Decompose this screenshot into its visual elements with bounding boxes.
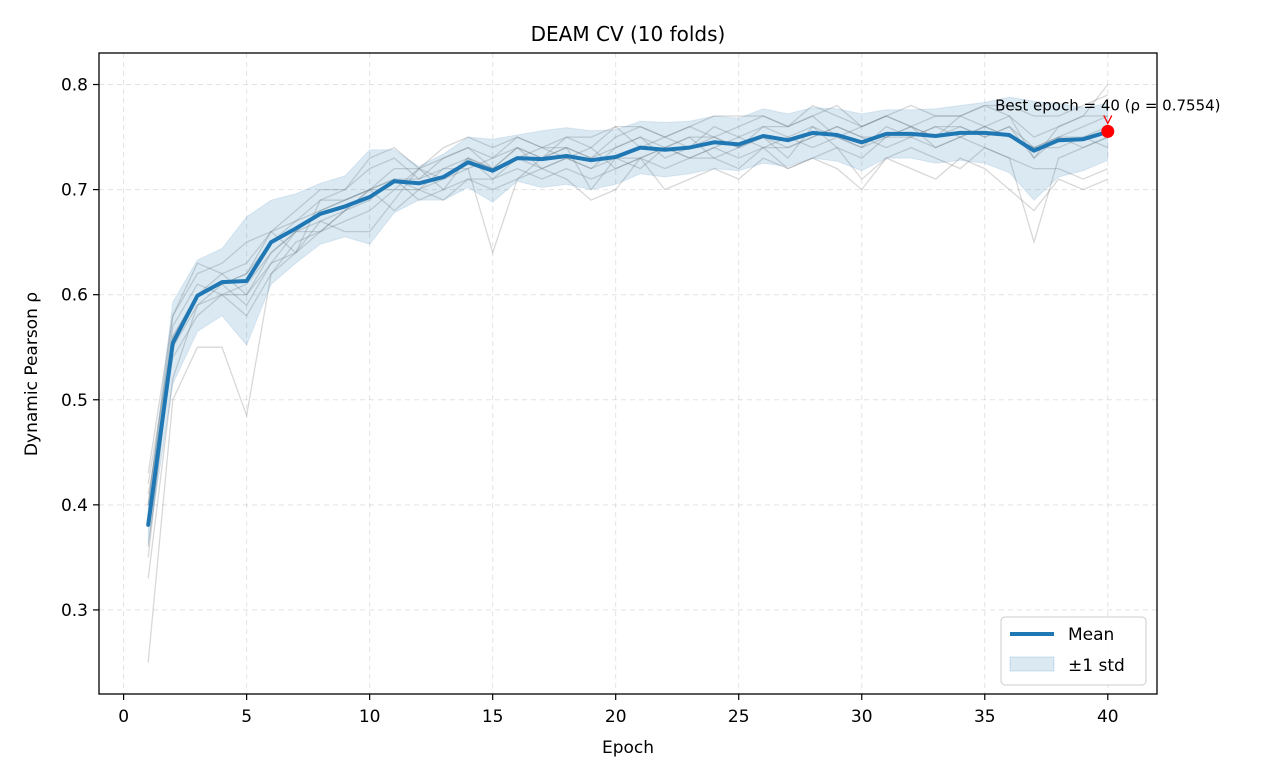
- best-epoch-annotation: Best epoch = 40 (ρ = 0.7554): [995, 96, 1221, 138]
- x-tick-label: 25: [728, 707, 750, 727]
- best-epoch-arrow: [1103, 115, 1113, 125]
- y-tick-label: 0.3: [61, 601, 88, 621]
- fold-line-5: [147, 146, 1109, 526]
- mean-line-group: [146, 129, 1110, 527]
- x-tick-label: 35: [974, 707, 996, 727]
- best-epoch-label: Best epoch = 40 (ρ = 0.7554): [995, 96, 1220, 114]
- y-tick-label: 0.8: [61, 76, 88, 96]
- fold-line-1: [147, 125, 1109, 663]
- fold-line-7: [147, 94, 1109, 474]
- best-epoch-marker: [1101, 124, 1115, 138]
- chart-title: DEAM CV (10 folds): [531, 22, 726, 46]
- x-tick-label: 40: [1097, 707, 1119, 727]
- y-tick-label: 0.5: [61, 391, 88, 411]
- grid: [99, 53, 1157, 694]
- x-axis-label: Epoch: [602, 738, 654, 758]
- fold-line-4: [147, 115, 1108, 484]
- plot-frame: [98, 52, 1158, 695]
- x-tick-label: 0: [118, 707, 129, 727]
- y-tick-label: 0.7: [61, 181, 88, 201]
- fold-line-8: [147, 125, 1109, 505]
- std-band: [147, 96, 1109, 545]
- legend-std-swatch: [1009, 656, 1055, 672]
- legend: Mean ±1 std: [1000, 616, 1147, 686]
- x-tick-label: 20: [605, 707, 627, 727]
- fold-line-6: [147, 146, 1109, 495]
- y-tick-label: 0.4: [61, 496, 88, 516]
- y-axis-ticks: 0.3 0.4 0.5 0.6 0.7 0.8: [61, 76, 99, 621]
- y-tick-label: 0.6: [61, 286, 88, 306]
- x-axis-ticks: 0 5 10 15 20 25 30 35 40: [118, 694, 1119, 727]
- x-tick-label: 30: [851, 707, 873, 727]
- fold-lines: [147, 84, 1109, 663]
- x-tick-label: 15: [482, 707, 504, 727]
- y-axis-label: Dynamic Pearson ρ: [22, 292, 42, 456]
- fold-line-3: [147, 125, 1109, 505]
- fold-line-9: [147, 115, 1109, 558]
- fold-line-10: [147, 84, 1109, 547]
- x-tick-label: 5: [241, 707, 252, 727]
- legend-std-label: ±1 std: [1068, 656, 1125, 676]
- mean-line: [146, 129, 1110, 527]
- std-band-group: [147, 96, 1109, 545]
- x-tick-label: 10: [359, 707, 381, 727]
- legend-mean-label: Mean: [1068, 625, 1114, 645]
